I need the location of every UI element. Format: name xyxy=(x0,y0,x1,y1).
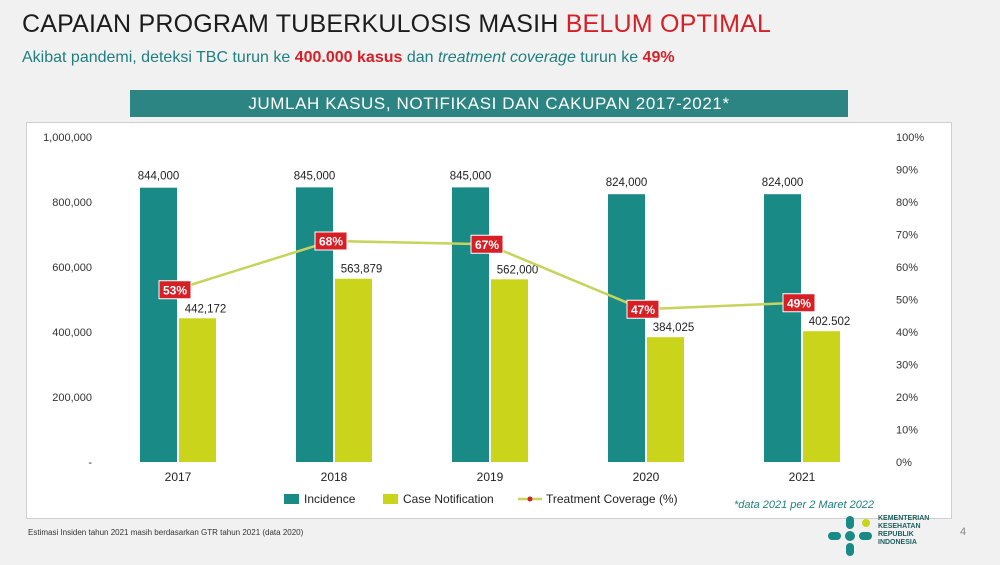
y-tick-left: 1,000,000 xyxy=(43,132,92,144)
bar-incidence xyxy=(140,187,177,462)
logo-line: KEMENTERIAN xyxy=(878,515,930,522)
bar-case-notification xyxy=(335,278,372,462)
x-tick-label: 2019 xyxy=(477,470,504,484)
coverage-point-label-bg xyxy=(626,299,660,319)
bar-case-notification xyxy=(647,337,684,462)
data-label-incidence: 845,000 xyxy=(294,170,336,182)
x-tick-label: 2018 xyxy=(321,470,348,484)
coverage-point-label: 67% xyxy=(475,238,499,252)
coverage-point-label-bg xyxy=(158,280,192,300)
y-tick-right: 60% xyxy=(896,262,918,274)
footnote: Estimasi Insiden tahun 2021 masih berdas… xyxy=(28,528,304,537)
legend-swatch-coverage-marker xyxy=(527,496,533,502)
page-number: 4 xyxy=(960,526,967,538)
y-tick-right: 20% xyxy=(896,392,918,404)
y-tick-right: 30% xyxy=(896,360,918,372)
bar-incidence xyxy=(608,194,645,462)
y-tick-right: 10% xyxy=(896,425,918,437)
data-label-incidence: 844,000 xyxy=(138,171,180,183)
subtitle-percent: 49% xyxy=(642,49,675,66)
y-tick-right: 70% xyxy=(896,230,918,242)
y-tick-right: 90% xyxy=(896,165,918,177)
bar-case-notification xyxy=(803,331,840,462)
y-tick-right: 80% xyxy=(896,197,918,209)
bar-case-notification xyxy=(179,318,216,462)
data-label-case-notification: 562,000 xyxy=(497,264,539,276)
data-label-case-notification: 402.502 xyxy=(809,316,851,328)
title-highlight: BELUM OPTIMAL xyxy=(565,10,772,38)
legend-label-case-notification: Case Notification xyxy=(403,492,494,506)
x-tick-label: 2021 xyxy=(789,470,816,484)
y-tick-left: 200,000 xyxy=(52,392,92,404)
x-tick-label: 2020 xyxy=(633,470,660,484)
coverage-point-label: 47% xyxy=(631,303,655,317)
coverage-point-label: 49% xyxy=(787,296,811,310)
data-label-case-notification: 563,879 xyxy=(341,264,383,276)
subtitle-cases: 400.000 kasus xyxy=(294,49,403,66)
bar-incidence xyxy=(764,194,801,462)
subtitle-term: treatment coverage xyxy=(437,49,576,66)
chart-banner: JUMLAH KASUS, NOTIFIKASI DAN CAKUPAN 201… xyxy=(130,90,848,117)
data-label-incidence: 824,000 xyxy=(606,177,648,189)
logo-line: KESEHATAN xyxy=(878,523,921,530)
legend-swatch-case-notification xyxy=(383,494,398,504)
y-tick-right: 40% xyxy=(896,327,918,339)
data-label-case-notification: 384,025 xyxy=(653,322,695,334)
data-label-case-notification: 442,172 xyxy=(185,303,227,315)
bar-incidence xyxy=(452,187,489,462)
x-tick-label: 2017 xyxy=(165,470,192,484)
data-label-incidence: 845,000 xyxy=(450,170,492,182)
page-title: CAPAIAN PROGRAM TUBERKULOSIS MASIH BELUM… xyxy=(22,10,772,38)
y-tick-left: 400,000 xyxy=(52,327,92,339)
legend-swatch-incidence xyxy=(284,494,299,504)
coverage-point-label: 53% xyxy=(163,283,187,297)
coverage-point-label-bg xyxy=(782,293,816,313)
y-tick-left: 600,000 xyxy=(52,262,92,274)
ministry-logo-icon xyxy=(828,516,872,556)
y-tick-left: 800,000 xyxy=(52,197,92,209)
bar-incidence xyxy=(296,187,333,462)
chart-note: *data 2021 per 2 Maret 2022 xyxy=(734,499,874,511)
logo-text: KEMENTERIAN KESEHATAN REPUBLIK INDONESIA xyxy=(878,515,948,547)
logo-line: INDONESIA xyxy=(878,539,917,546)
coverage-point-label-bg xyxy=(314,231,348,251)
y-tick-right: 50% xyxy=(896,295,918,307)
logo-line: REPUBLIK xyxy=(878,531,914,538)
data-label-incidence: 824,000 xyxy=(762,177,804,189)
page-subtitle: Akibat pandemi, deteksi TBC turun ke 400… xyxy=(22,49,675,66)
coverage-point-label-bg xyxy=(470,234,504,254)
coverage-point-label: 68% xyxy=(319,235,343,249)
legend-label-incidence: Incidence xyxy=(304,492,356,506)
bar-case-notification xyxy=(491,279,528,462)
legend-label-treatment-coverage: Treatment Coverage (%) xyxy=(546,492,678,506)
y-tick-right: 0% xyxy=(896,457,912,469)
y-tick-right: 100% xyxy=(896,132,924,144)
y-tick-left: - xyxy=(88,457,92,469)
